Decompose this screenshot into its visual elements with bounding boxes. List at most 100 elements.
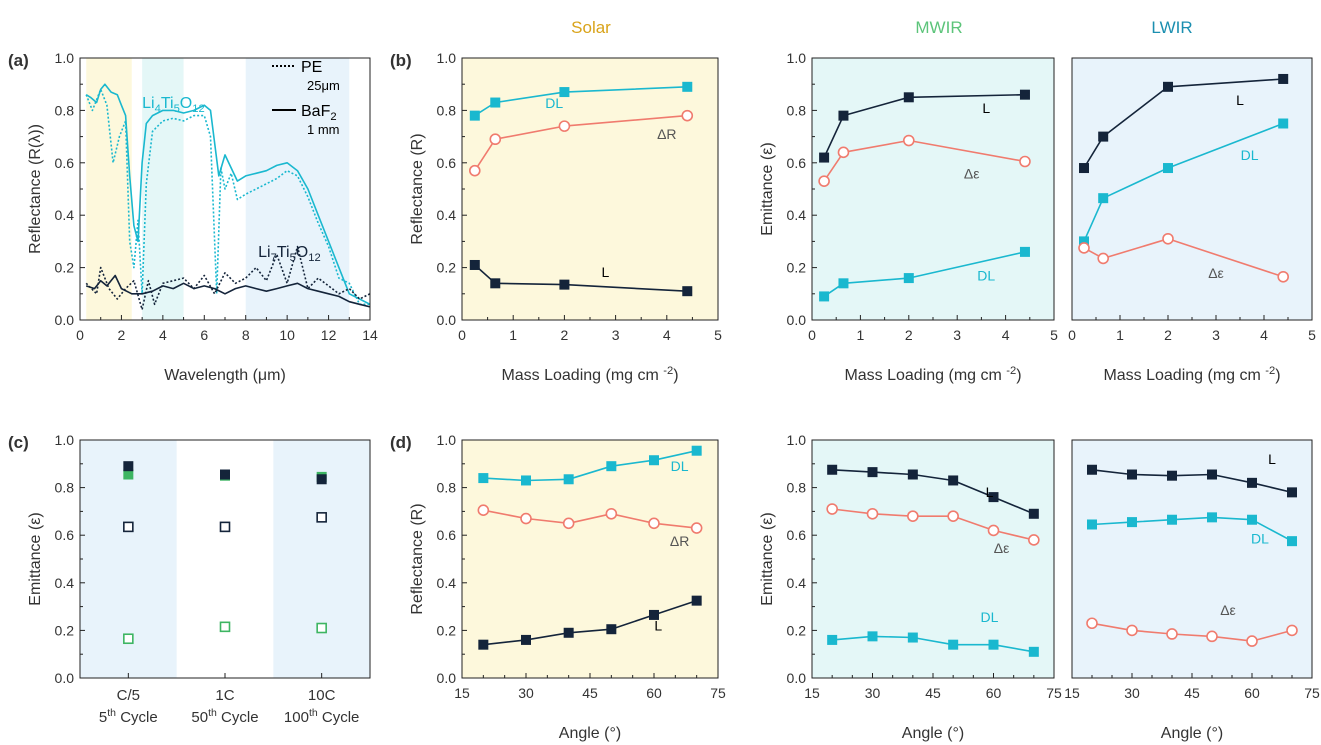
y-tick-label: 0.4 [55, 207, 75, 223]
header-lwir: LWIR [1151, 18, 1192, 37]
data-point [1278, 118, 1289, 129]
data-point [682, 81, 693, 92]
data-point [1019, 89, 1030, 100]
y-tick-label: 0.6 [437, 155, 457, 171]
series-label: Δε [1220, 602, 1236, 618]
data-point [478, 473, 489, 484]
series-line [823, 139, 1026, 182]
series-label: L [1236, 92, 1244, 108]
data-point [1246, 635, 1258, 647]
y-tick-label: 0.4 [787, 207, 807, 223]
y-tick-label: 0.4 [55, 575, 75, 591]
data-point [827, 464, 838, 475]
data-point [559, 87, 570, 98]
y-axis-label: Emittance (ε) [759, 142, 776, 235]
panel-label: (c) [8, 433, 29, 452]
data-point [1079, 236, 1089, 247]
x-tick-label: 2 [905, 327, 913, 343]
x-axis-label: Angle (°) [559, 725, 621, 742]
data-point [838, 110, 849, 121]
series-line [832, 508, 1034, 541]
series-label: DL [671, 458, 689, 474]
x-axis-label: Angle (°) [902, 725, 964, 742]
series-line [85, 83, 371, 306]
data-point [1127, 517, 1137, 528]
x-tick-label: 30 [1124, 685, 1140, 701]
data-point [490, 97, 501, 108]
data-point [490, 278, 501, 289]
data-point [316, 512, 327, 523]
y-tick-label: 0.4 [787, 575, 807, 591]
data-point [1098, 131, 1109, 142]
data-point [903, 273, 914, 284]
series-line [1091, 622, 1293, 642]
data-point [948, 475, 959, 486]
data-point [902, 134, 915, 147]
panel-background [462, 58, 718, 320]
y-tick-label: 0.0 [55, 312, 75, 328]
data-point [1207, 512, 1217, 523]
legend-sublabel: 1 mm [307, 122, 340, 137]
y-tick-label: 0.2 [437, 622, 457, 638]
x-tick-label: 60 [646, 685, 662, 701]
y-tick-label: 0.2 [787, 260, 807, 276]
y-tick-label: 0.8 [437, 480, 457, 496]
y-axis-label: Reflectance (R) [409, 133, 426, 244]
x-category-sublabel: 50th Cycle [191, 707, 258, 726]
data-point [219, 521, 231, 533]
data-point [1078, 242, 1090, 254]
data-point [559, 279, 570, 290]
data-point [907, 510, 919, 522]
x-tick-label: 15 [1064, 685, 1080, 701]
series-line [85, 274, 371, 308]
series-line [483, 509, 697, 529]
series-label: L [654, 617, 662, 633]
series-line [1083, 238, 1284, 278]
data-point [469, 110, 480, 121]
x-tick-label: 75 [710, 685, 726, 701]
series-label: L [986, 484, 994, 500]
series-line [1083, 78, 1284, 169]
data-point [867, 631, 878, 642]
x-tick-label: 75 [1046, 685, 1062, 701]
panel-label: (d) [390, 433, 412, 452]
x-tick-label: 6 [200, 327, 208, 343]
legend-label: PE [301, 59, 322, 76]
x-tick-label: 3 [612, 327, 620, 343]
data-point [123, 633, 134, 645]
series-label: DL [1251, 531, 1269, 547]
data-point [123, 461, 134, 472]
spectral-band [245, 58, 350, 320]
y-tick-label: 0.6 [437, 527, 457, 543]
x-tick-label: 2 [561, 327, 569, 343]
x-tick-label: 0 [808, 327, 816, 343]
x-tick-label: 0 [76, 327, 84, 343]
x-tick-label: 5 [714, 327, 722, 343]
y-tick-label: 0.8 [787, 102, 807, 118]
x-tick-label: 12 [321, 327, 337, 343]
series-line [1083, 122, 1284, 242]
data-point [469, 259, 480, 270]
x-tick-label: 4 [1002, 327, 1010, 343]
x-tick-label: 1 [1116, 327, 1124, 343]
x-tick-label: 3 [953, 327, 961, 343]
y-axis-label: Reflectance (R) [409, 503, 426, 614]
data-point [1247, 477, 1257, 488]
data-point [520, 512, 532, 525]
data-point [1206, 630, 1218, 643]
data-point [947, 510, 959, 522]
data-point [558, 120, 571, 132]
series-label: Δε [994, 540, 1010, 556]
data-point [1163, 163, 1173, 174]
series-line [474, 114, 688, 172]
panel-label: (a) [8, 51, 29, 70]
header-mwir: MWIR [915, 18, 962, 37]
x-axis-label: Mass Loading (mg cm -2) [501, 365, 678, 384]
spectral-band [86, 58, 132, 320]
data-point [819, 291, 830, 302]
series-line [1091, 516, 1293, 542]
x-category-label: C/5 [117, 687, 140, 704]
series-line [832, 635, 1034, 653]
data-point [477, 504, 490, 517]
